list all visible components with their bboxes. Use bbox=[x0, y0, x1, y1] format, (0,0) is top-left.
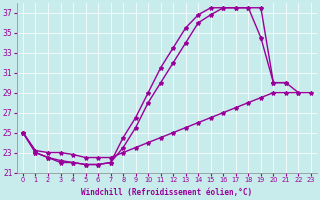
X-axis label: Windchill (Refroidissement éolien,°C): Windchill (Refroidissement éolien,°C) bbox=[81, 188, 252, 197]
